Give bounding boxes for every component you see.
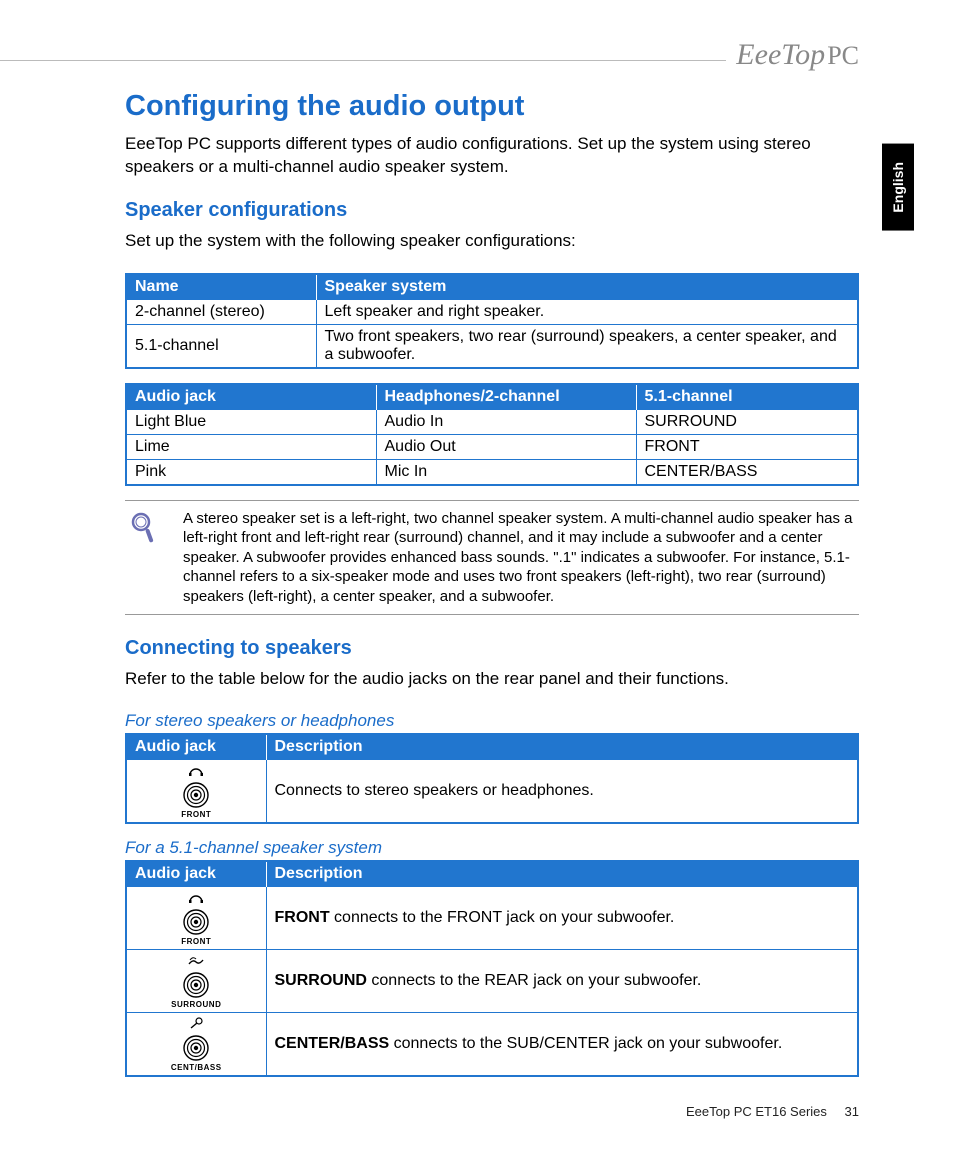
bold-prefix: SURROUND	[275, 972, 367, 989]
connecting-intro: Refer to the table below for the audio j…	[125, 668, 859, 691]
bold-prefix: FRONT	[275, 909, 330, 926]
table-header: Name	[126, 274, 316, 300]
table-cell: CENTER/BASS	[636, 459, 858, 485]
table-header: Description	[266, 861, 858, 887]
stereo-subheading: For stereo speakers or headphones	[125, 711, 859, 731]
page-title: Configuring the audio output	[125, 90, 859, 123]
table-row: PinkMic InCENTER/BASS	[126, 459, 858, 485]
table-cell: Connects to stereo speakers or headphone…	[266, 760, 858, 824]
table-row: SURROUNDSURROUND connects to the REAR ja…	[126, 950, 858, 1013]
table-cell: Audio Out	[376, 434, 636, 459]
table-header: 5.1-channel	[636, 384, 858, 410]
table-cell: Lime	[126, 434, 376, 459]
magnifier-icon	[125, 509, 165, 552]
table-row: CENT/BASS CENTER/BASS connects to the SUB…	[126, 1013, 858, 1077]
jack-icon-cell: FRONT	[126, 760, 266, 824]
note-text: A stereo speaker set is a left-right, tw…	[183, 509, 859, 607]
table-cell: SURROUND	[636, 409, 858, 434]
bold-prefix: CENTER/BASS	[275, 1035, 390, 1052]
stereo-jack-table: Audio jackDescription FRONT Connects to s…	[125, 733, 859, 824]
table-cell: 2-channel (stereo)	[126, 299, 316, 324]
table-row: Light BlueAudio InSURROUND	[126, 409, 858, 434]
note-callout: A stereo speaker set is a left-right, tw…	[125, 500, 859, 616]
page-footer: EeeTop PC ET16 Series 31	[686, 1104, 859, 1119]
table-cell: FRONT	[636, 434, 858, 459]
table-header: Speaker system	[316, 274, 858, 300]
connecting-heading: Connecting to speakers	[125, 637, 859, 660]
table-cell: SURROUND connects to the REAR jack on yo…	[266, 950, 858, 1013]
jack-top-icon	[135, 1016, 258, 1034]
surround-subheading: For a 5.1-channel speaker system	[125, 838, 859, 858]
table-row: FRONT Connects to stereo speakers or head…	[126, 760, 858, 824]
table-header: Audio jack	[126, 861, 266, 887]
footer-series: EeeTop PC ET16 Series	[686, 1104, 827, 1119]
table-cell: Left speaker and right speaker.	[316, 299, 858, 324]
table-header: Description	[266, 734, 858, 760]
surround-jack-table: Audio jackDescription FRONTFRONT connect…	[125, 860, 859, 1077]
table-cell: Light Blue	[126, 409, 376, 434]
jack-icon-cell: CENT/BASS	[126, 1013, 266, 1077]
jack-label: CENT/BASS	[135, 1063, 258, 1072]
table-row: 2-channel (stereo)Left speaker and right…	[126, 299, 858, 324]
table-cell: FRONT connects to the FRONT jack on your…	[266, 887, 858, 950]
speaker-config-heading: Speaker configurations	[125, 199, 859, 222]
table-cell: Audio In	[376, 409, 636, 434]
intro-paragraph: EeeTop PC supports different types of au…	[125, 133, 859, 179]
table-cell: 5.1-channel	[126, 324, 316, 368]
table-cell: Mic In	[376, 459, 636, 485]
jack-label: FRONT	[135, 810, 258, 819]
table-header: Audio jack	[126, 384, 376, 410]
table-row: FRONTFRONT connects to the FRONT jack on…	[126, 887, 858, 950]
jack-top-icon	[135, 890, 258, 908]
audio-jack-table: Audio jackHeadphones/2-channel5.1-channe…	[125, 383, 859, 486]
table-cell: Two front speakers, two rear (surround) …	[316, 324, 858, 368]
table-cell: Pink	[126, 459, 376, 485]
footer-page-number: 31	[845, 1104, 859, 1119]
table-header: Headphones/2-channel	[376, 384, 636, 410]
speaker-config-intro: Set up the system with the following spe…	[125, 230, 859, 253]
table-row: 5.1-channelTwo front speakers, two rear …	[126, 324, 858, 368]
jack-icon-cell: SURROUND	[126, 950, 266, 1013]
jack-icon-cell: FRONT	[126, 887, 266, 950]
jack-label: FRONT	[135, 937, 258, 946]
jack-top-icon	[135, 763, 258, 781]
table-row: LimeAudio OutFRONT	[126, 434, 858, 459]
jack-label: SURROUND	[135, 1000, 258, 1009]
speaker-config-table: NameSpeaker system 2-channel (stereo)Lef…	[125, 273, 859, 369]
table-header: Audio jack	[126, 734, 266, 760]
table-cell: CENTER/BASS connects to the SUB/CENTER j…	[266, 1013, 858, 1077]
jack-top-icon	[135, 953, 258, 971]
